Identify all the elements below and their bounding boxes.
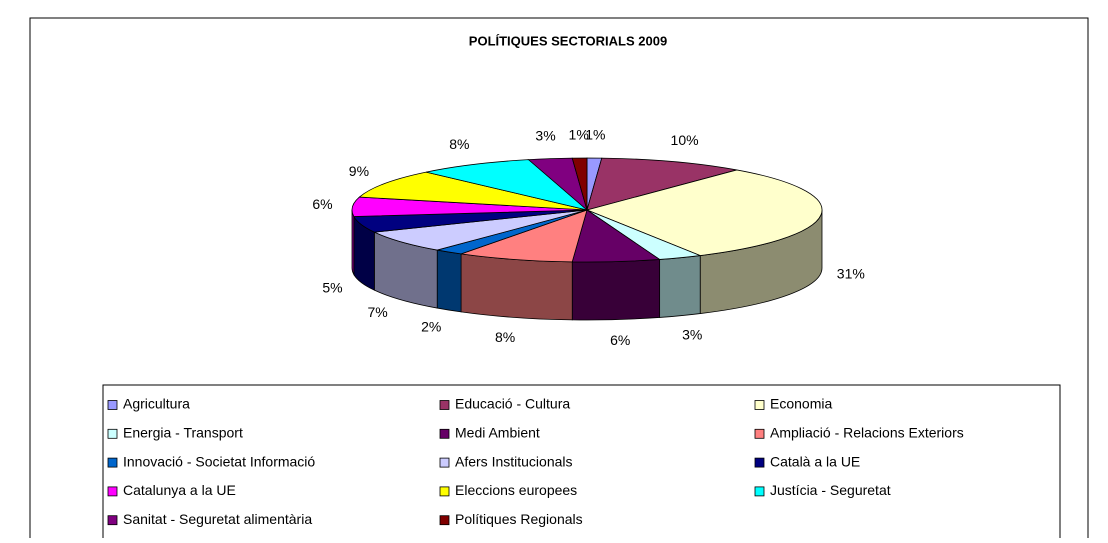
legend-swatch (107, 515, 118, 526)
legend-label: Afers Institucionals (455, 453, 573, 469)
legend-label: Sanitat - Seguretat alimentària (123, 511, 312, 527)
legend-label: Innovació - Societat Informació (123, 453, 315, 469)
slice (585, 169, 823, 256)
slice (586, 157, 737, 211)
chart-title: POLÍTIQUES SECTORIALS 2009 (469, 33, 667, 48)
legend-swatch (754, 428, 765, 439)
legend-swatch (439, 515, 450, 526)
data-label: 3% (535, 128, 555, 144)
slice (571, 157, 588, 211)
data-label: 7% (367, 304, 387, 320)
data-label: 31% (837, 266, 865, 282)
slice-side (659, 255, 701, 318)
legend-swatch (107, 400, 118, 410)
data-label: 3% (682, 327, 702, 343)
slice (426, 159, 588, 211)
data-label: 2% (421, 319, 441, 335)
legend-label: Catalunya a la UE (123, 482, 236, 498)
slice (372, 209, 588, 251)
data-label: 8% (495, 329, 515, 345)
data-label: 8% (449, 136, 469, 152)
data-label: 1% (585, 127, 605, 143)
legend-swatch (439, 400, 450, 410)
legend-swatch (107, 486, 118, 497)
legend-label: Energia - Transport (123, 425, 243, 441)
data-label: 1% (569, 127, 589, 143)
legend-swatch (439, 486, 450, 497)
legend-label: Agricultura (123, 396, 190, 412)
legend-swatch (754, 457, 765, 468)
legend (102, 384, 1061, 543)
legend-label: Català a la UE (770, 453, 860, 469)
legend-swatch (754, 486, 765, 497)
legend-swatch (439, 457, 450, 468)
legend-label: Ampliació - Relacions Exteriors (770, 425, 964, 441)
slice (358, 171, 588, 211)
slice-side (571, 259, 661, 321)
slice-side (460, 253, 573, 321)
data-label: 6% (312, 196, 332, 212)
legend-swatch (439, 428, 450, 439)
legend-swatch (754, 400, 765, 410)
legend-label: Justícia - Seguretat (770, 482, 891, 498)
data-label: 6% (610, 332, 630, 348)
slice-side (351, 209, 355, 277)
slice-side (436, 249, 462, 313)
data-label: 10% (671, 132, 699, 148)
legend-swatch (107, 457, 118, 468)
slice (460, 209, 588, 263)
legend-label: Polítiques Regionals (455, 511, 583, 527)
legend-label: Eleccions europees (455, 482, 577, 498)
legend-label: Educació - Cultura (455, 396, 570, 412)
data-label: 5% (322, 279, 342, 295)
legend-label: Medi Ambient (455, 425, 540, 441)
legend-label: Economia (770, 396, 832, 412)
legend-swatch (107, 428, 118, 439)
legend-items: Agricultura Educació - Cultura Economia Ene… (107, 396, 964, 527)
pie: 1% 10% 31% 3% 6% 8% 2% 7% 5% 6% 9% 8% 3% 1% (312, 127, 864, 348)
data-label: 9% (349, 163, 369, 179)
